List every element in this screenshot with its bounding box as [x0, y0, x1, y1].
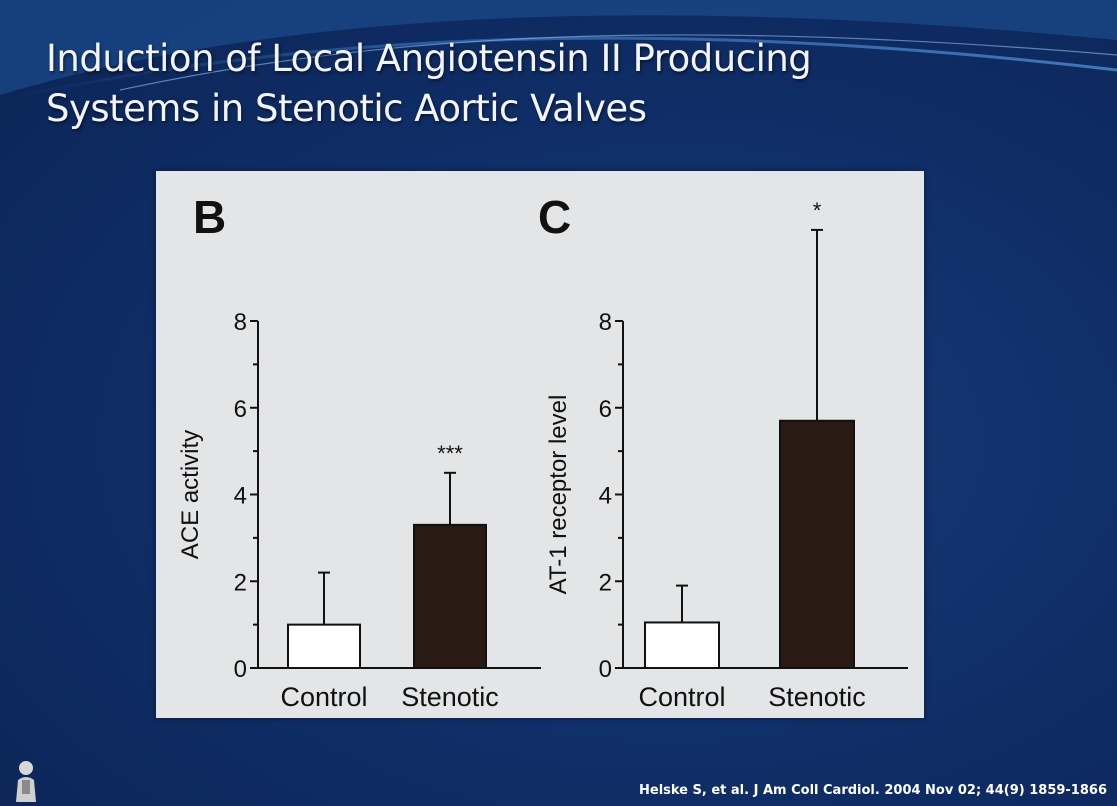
y-tick-label: 8	[599, 309, 612, 336]
slide-title-line-2: Systems in Stenotic Aortic Valves	[46, 87, 647, 130]
significance-marker: ***	[437, 441, 463, 466]
slide-title: Induction of Local Angiotensin II Produc…	[46, 34, 812, 134]
y-axis-label: ACE activity	[177, 430, 204, 559]
y-tick-label: 0	[599, 656, 612, 683]
panel-label: B	[193, 191, 226, 243]
bar-control	[287, 623, 361, 669]
bar-stenotic	[779, 419, 855, 669]
panel-label: C	[538, 191, 571, 243]
x-tick-label: Control	[638, 682, 725, 712]
y-tick-label: 6	[234, 396, 247, 423]
y-tick-label: 4	[234, 483, 247, 510]
citation: Helske S, et al. J Am Coll Cardiol. 2004…	[639, 783, 1107, 798]
y-tick-label: 2	[599, 569, 612, 596]
bar-stenotic	[413, 523, 487, 669]
bar-control	[644, 621, 720, 669]
x-tick-label: Control	[280, 682, 367, 712]
x-tick-label: Stenotic	[768, 682, 866, 712]
chart-b: B 0 2 4 6 8 ACE activity Control *** Stenotic	[177, 191, 541, 712]
y-tick-label: 8	[234, 309, 247, 336]
slide-title-line-1: Induction of Local Angiotensin II Produc…	[46, 37, 812, 80]
significance-marker: *	[813, 198, 822, 223]
chart-c: C 0 2 4 6 8 AT-1 receptor level Control * Stenoti…	[538, 191, 908, 712]
header-swoosh	[0, 0, 1117, 102]
y-tick-label: 0	[234, 656, 247, 683]
y-tick-label: 4	[599, 483, 612, 510]
y-tick-label: 2	[234, 569, 247, 596]
x-tick-label: Stenotic	[401, 682, 499, 712]
y-tick-label: 6	[599, 396, 612, 423]
figure-panel: B 0 2 4 6 8 ACE activity Control *** Stenotic C 0 2 4…	[156, 171, 924, 718]
y-axis-label: AT-1 receptor level	[545, 395, 572, 595]
bar-charts: B 0 2 4 6 8 ACE activity Control *** Stenotic C 0 2 4…	[177, 191, 908, 712]
figure-logo-icon	[16, 761, 36, 802]
